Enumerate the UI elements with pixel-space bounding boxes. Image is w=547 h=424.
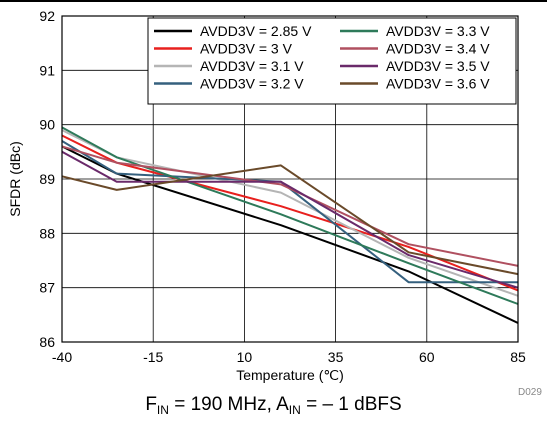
legend-entry-label: AVDD3V = 3.6 V — [386, 76, 490, 92]
y-tick-label: 92 — [39, 8, 55, 24]
series-line-1 — [61, 145, 519, 324]
plot-area-frame — [61, 15, 519, 343]
legend-entry-label: AVDD3V = 3.1 V — [200, 58, 304, 74]
x-tick-label: 10 — [237, 349, 253, 365]
figure-code-label: D029 — [518, 387, 542, 398]
y-axis-label: SFDR (dBc) — [7, 141, 23, 216]
y-tick-label: 87 — [39, 280, 55, 296]
series-line-6 — [61, 145, 519, 267]
y-tick-label: 86 — [39, 334, 55, 350]
caption-a-subscript: IN — [288, 403, 301, 417]
sfdr-line-chart: 86 87 88 89 90 91 92 -40 -15 10 35 60 85 SFDR (dBc)… — [7, 8, 526, 383]
x-axis-label: Temperature (℃) — [236, 367, 344, 383]
x-axis-ticks: -40 -15 10 35 60 85 — [52, 349, 526, 365]
x-tick-label: 85 — [510, 349, 526, 365]
series-line-7 — [61, 150, 519, 289]
legend-entry-label: AVDD3V = 3 V — [200, 41, 293, 57]
y-tick-label: 91 — [39, 62, 55, 78]
y-tick-label: 89 — [39, 171, 55, 187]
legend-entry-label: AVDD3V = 3.3 V — [386, 23, 490, 39]
series-line-5 — [61, 126, 519, 305]
caption-f-symbol: F — [145, 394, 157, 415]
top-rule — [0, 0, 547, 2]
caption-amplitude-text: = – 1 dBFS — [300, 394, 402, 415]
legend-entry-label: AVDD3V = 3.5 V — [386, 58, 490, 74]
legend-entry-label: AVDD3V = 2.85 V — [200, 23, 312, 39]
x-tick-label: 60 — [419, 349, 435, 365]
legend-entry-label: AVDD3V = 3.2 V — [200, 76, 304, 92]
caption-frequency-text: = 190 MHz, A — [168, 394, 289, 415]
series-line-3 — [61, 129, 519, 297]
x-tick-label: -15 — [143, 349, 163, 365]
y-axis-ticks: 86 87 88 89 90 91 92 — [39, 8, 55, 350]
caption-f-subscript: IN — [156, 403, 169, 417]
y-tick-label: 88 — [39, 225, 55, 241]
legend-entry-label: AVDD3V = 3.4 V — [386, 41, 490, 57]
series-lines — [61, 126, 519, 324]
figure-caption: FIN = 190 MHz, AIN = – 1 dBFS — [0, 394, 547, 417]
x-tick-label: -40 — [52, 349, 72, 365]
y-tick-label: 90 — [39, 117, 55, 133]
x-tick-label: 35 — [328, 349, 344, 365]
series-line-8 — [61, 164, 519, 276]
legend-box — [147, 17, 517, 105]
series-line-2 — [61, 134, 519, 292]
